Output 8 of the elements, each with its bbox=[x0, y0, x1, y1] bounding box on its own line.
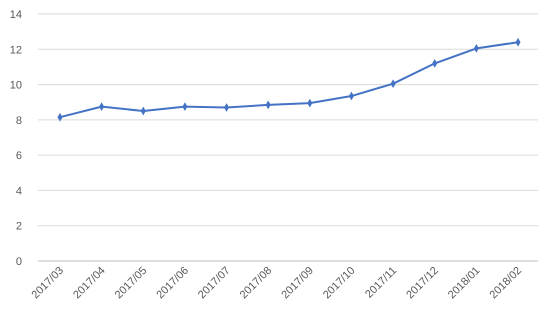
y-tick-label: 6 bbox=[16, 150, 22, 162]
y-tick-label: 14 bbox=[10, 9, 22, 21]
y-tick-label: 8 bbox=[16, 114, 22, 127]
y-tick-label: 10 bbox=[10, 80, 22, 92]
y-tick-label: 4 bbox=[16, 185, 22, 198]
y-tick-label: 2 bbox=[16, 220, 22, 233]
y-tick-label: 12 bbox=[10, 44, 22, 56]
y-tick-label: 0 bbox=[16, 256, 22, 268]
